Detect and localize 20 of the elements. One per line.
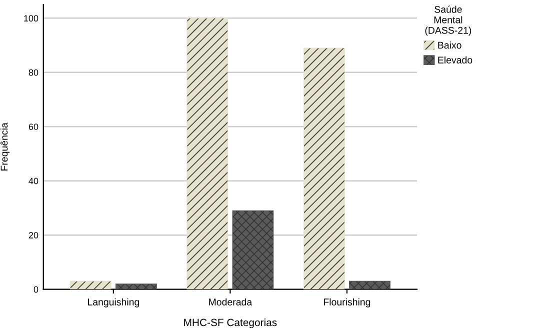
x-tick-label: Languishing [88, 298, 140, 308]
bar [349, 280, 390, 290]
y-tick-label: 0 [34, 286, 38, 293]
y-tick-label: 100 [24, 15, 38, 22]
legend-title: Saúde Mental (DASS-21) [425, 6, 472, 36]
y-axis-title: Frequência [0, 122, 10, 170]
x-tick-label: Moderada [209, 298, 252, 306]
x-tick-label: Flourishing [324, 298, 370, 308]
bar [186, 18, 228, 290]
y-tick-label: 60 [28, 124, 38, 130]
bar [303, 48, 345, 290]
bar [70, 280, 112, 290]
legend-label: Elevado [438, 56, 472, 64]
legend-label: Baixo [438, 42, 462, 49]
bar [115, 284, 157, 290]
bar [232, 210, 274, 290]
y-tick-label: 40 [28, 178, 38, 184]
y-tick-label: 80 [28, 69, 38, 76]
x-axis-title: MHC-SF Categorias [184, 318, 277, 328]
y-tick-label: 20 [28, 232, 38, 238]
